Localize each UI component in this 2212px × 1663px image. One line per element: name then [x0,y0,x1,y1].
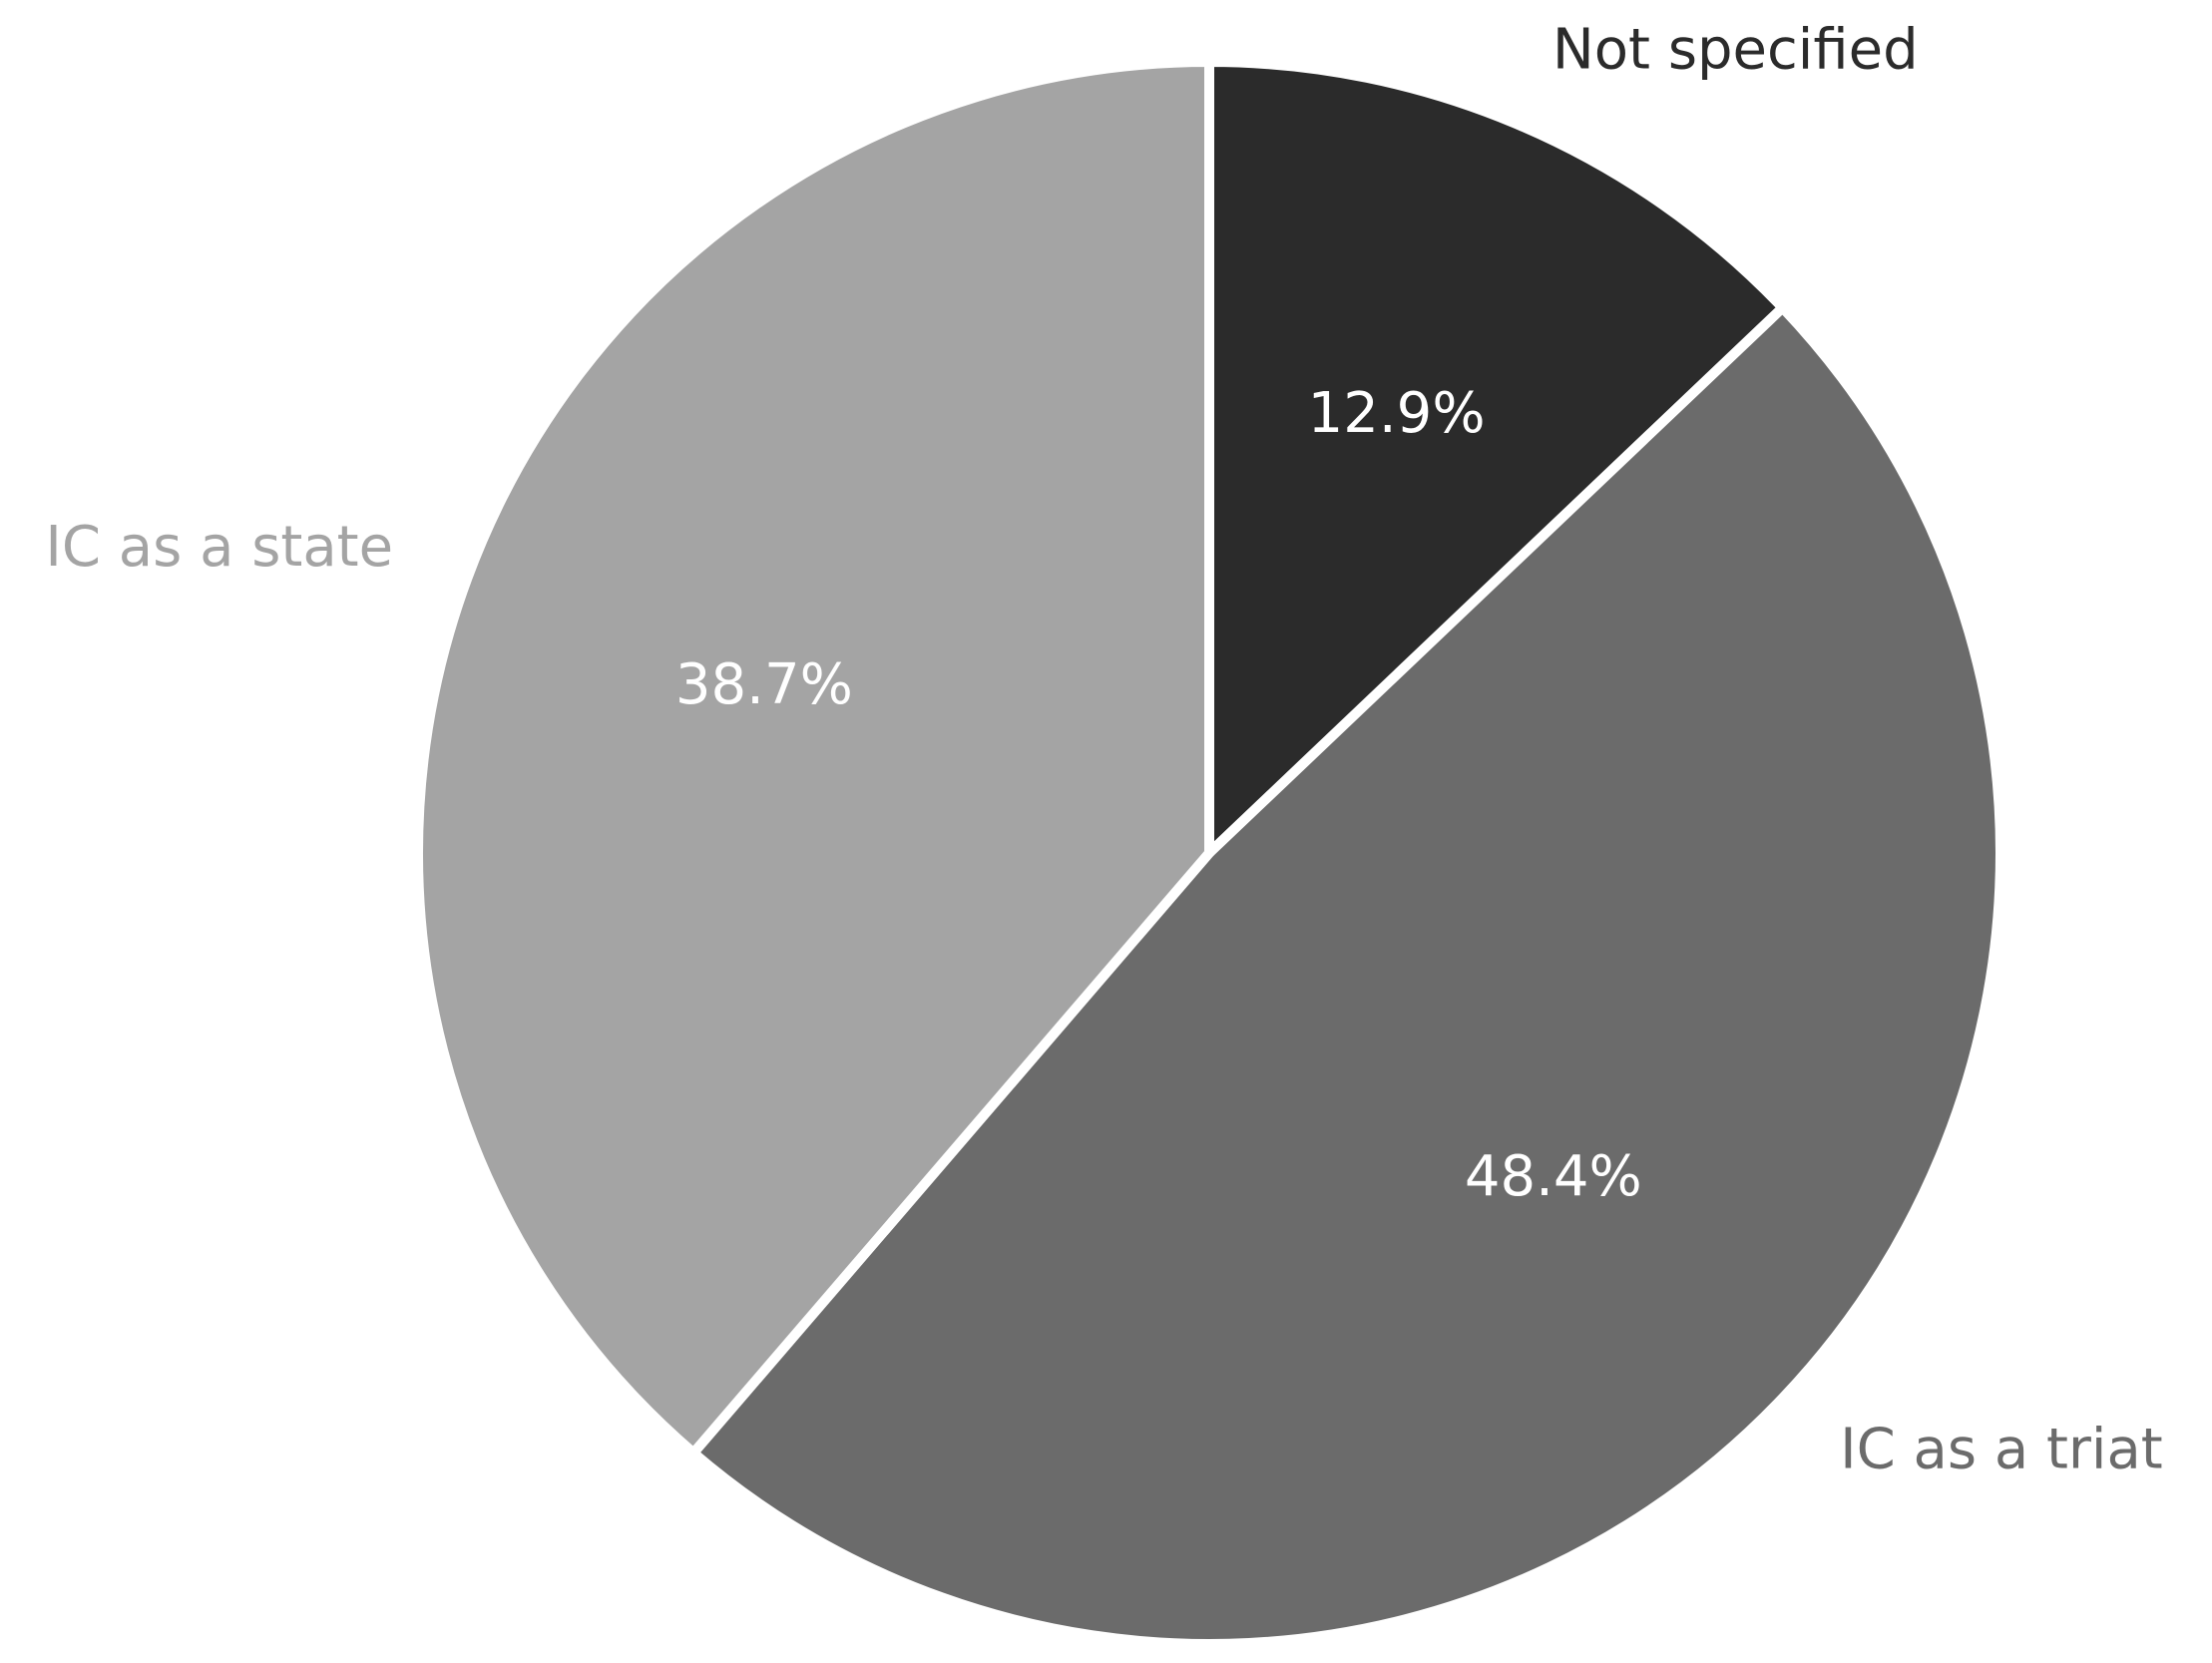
value-label: 38.7% [675,652,853,717]
pie-slice [686,300,2005,1649]
slice-label: Not specified [1552,17,1919,82]
value-label: 48.4% [1465,1144,1642,1209]
value-label: 12.9% [1308,381,1486,446]
pie-slice [1204,56,1790,865]
slice-label: IC as a triat [1840,1417,2163,1481]
slice-label: IC as a state [45,515,393,580]
pie-slice [413,56,1214,1460]
